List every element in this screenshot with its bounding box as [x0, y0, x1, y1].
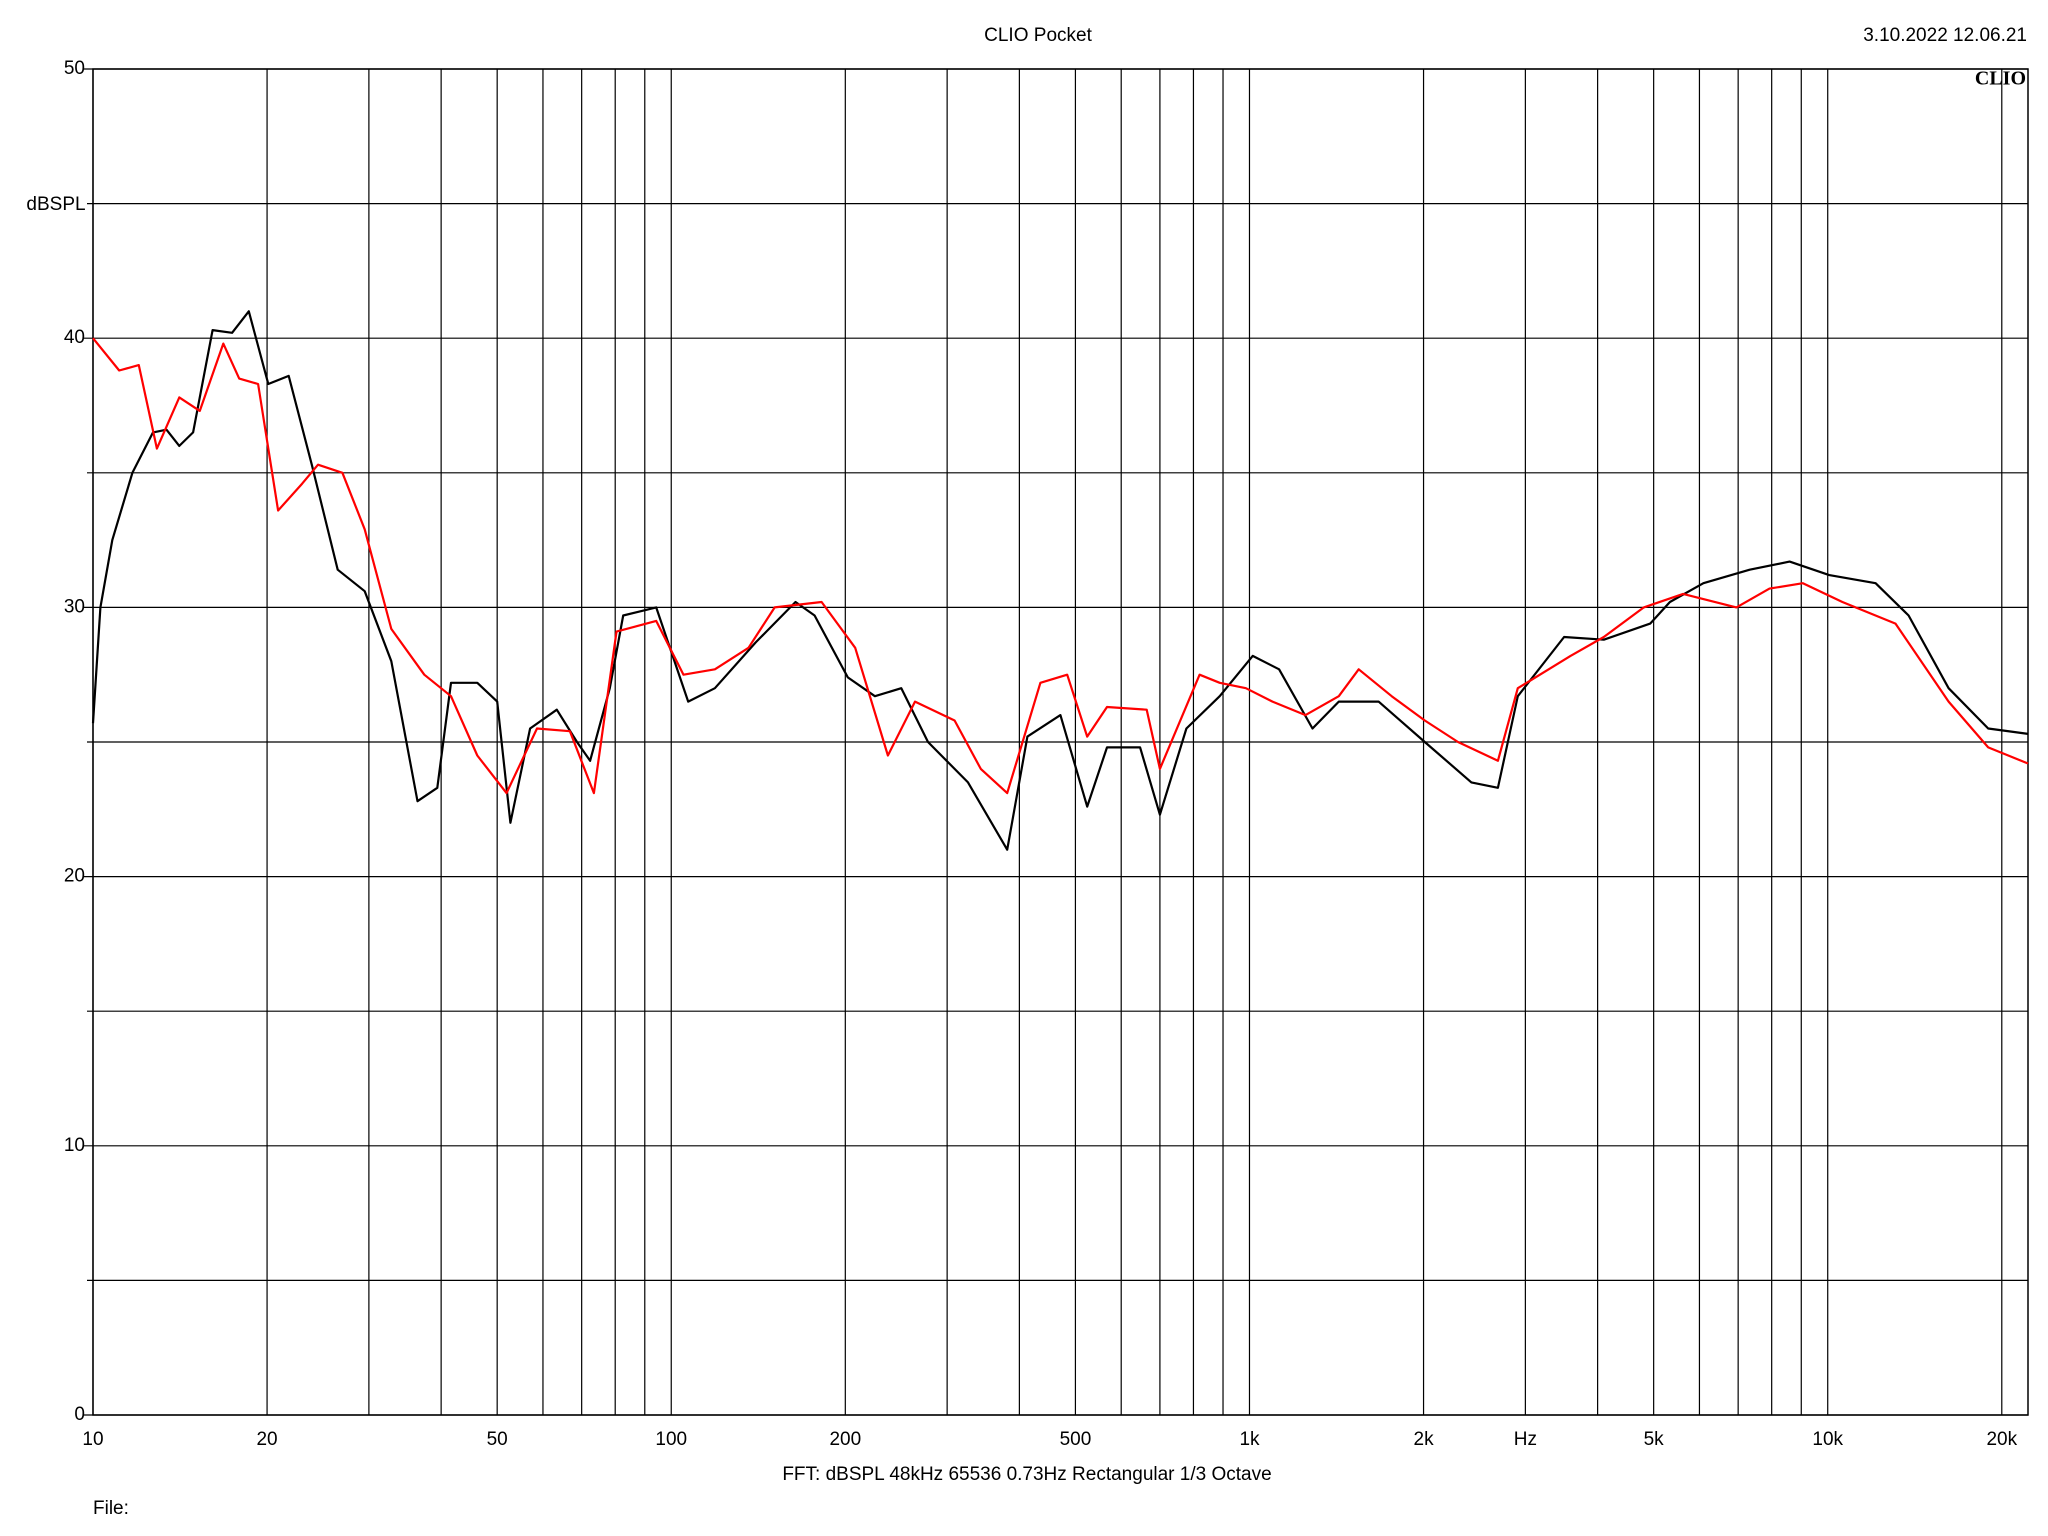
x-tick-label: Hz — [1514, 1429, 1537, 1450]
chart-title: CLIO Pocket — [984, 25, 1092, 46]
x-tick-label: 2k — [1414, 1429, 1435, 1450]
timestamp: 3.10.2022 12.06.21 — [1863, 25, 2027, 46]
x-tick-label: 20 — [256, 1429, 277, 1450]
x-tick-label: 20k — [1986, 1429, 2017, 1450]
x-tick-label: 10 — [82, 1429, 103, 1450]
y-tick-label: 40 — [64, 327, 85, 348]
series-line — [91, 310, 2029, 851]
logo: CLIO — [1975, 68, 2026, 90]
x-tick-label: 1k — [1239, 1429, 1260, 1450]
y-tick-label: 50 — [64, 58, 85, 79]
x-tick-label: 5k — [1644, 1429, 1665, 1450]
x-tick-label: 50 — [487, 1429, 508, 1450]
footer: FFT: dBSPL 48kHz 65536 0.73Hz Rectangula… — [782, 1464, 1271, 1485]
series-line — [92, 337, 2029, 795]
y-tick-label: 0 — [74, 1404, 85, 1425]
y-axis-label: dBSPL — [26, 194, 85, 215]
plot-frame — [92, 68, 2029, 1416]
x-tick-label: 100 — [655, 1429, 687, 1450]
y-tick-label: 30 — [64, 596, 85, 617]
x-tick-label: 200 — [829, 1429, 861, 1450]
y-tick-label: 10 — [64, 1135, 85, 1156]
y-tick-label: 20 — [64, 866, 85, 887]
x-tick-label: 500 — [1060, 1429, 1092, 1450]
file-label: File: — [93, 1498, 129, 1519]
x-tick-label: 10k — [1812, 1429, 1843, 1450]
